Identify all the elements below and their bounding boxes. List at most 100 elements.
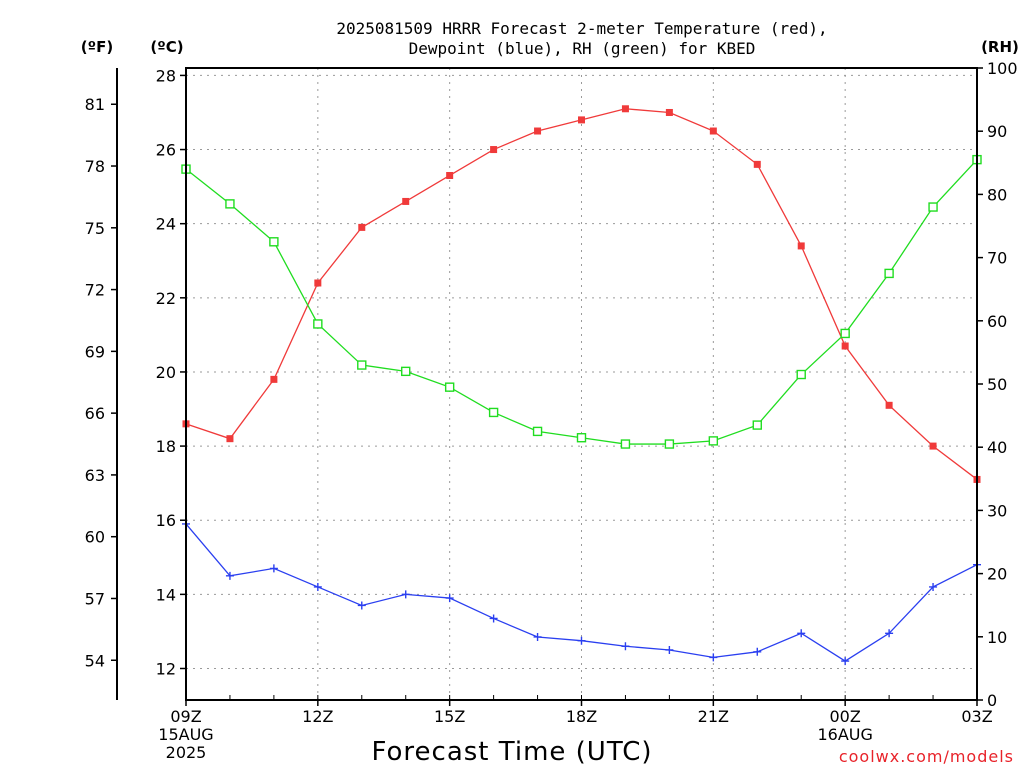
rh-point	[488, 407, 499, 418]
temperature-point	[929, 442, 937, 450]
dewpoint-point	[269, 564, 278, 573]
dewpoint-point	[797, 629, 806, 638]
x-tick-label: 21Z	[698, 707, 729, 726]
rh-point	[752, 420, 762, 430]
temperature-point	[797, 242, 805, 250]
rh-point	[928, 202, 938, 212]
rh-tick-label: 10	[987, 628, 1007, 647]
dewpoint-point	[357, 601, 366, 610]
x-tick-label: 12Z	[302, 707, 333, 726]
rh-point	[796, 369, 806, 380]
rh-point	[840, 328, 850, 339]
source-credit: coolwx.com/models	[839, 747, 1014, 766]
celsius-unit-label: (ºC)	[150, 38, 183, 56]
rh-tick-label: 20	[987, 565, 1007, 584]
fahrenheit-unit-label: (ºF)	[81, 38, 113, 56]
dewpoint-point	[665, 645, 674, 654]
rh-tick-label: 90	[987, 122, 1007, 141]
dewpoint-point	[577, 636, 586, 645]
rh-point	[225, 199, 235, 209]
x-axis-title: Forecast Time (UTC)	[371, 737, 652, 767]
celsius-tick-label: 18	[156, 437, 176, 456]
dewpoint-point	[401, 590, 410, 599]
temperature-point	[753, 160, 761, 168]
rh-tick-label: 60	[987, 312, 1007, 331]
rh-point	[576, 433, 587, 443]
fahrenheit-tick-label: 60	[85, 528, 105, 547]
rh-point	[269, 237, 279, 247]
rh-tick-label: 30	[987, 501, 1007, 520]
dewpoint-point	[709, 653, 718, 662]
chart-title-line1: 2025081509 HRRR Forecast 2-meter Tempera…	[336, 19, 827, 38]
temperature-point	[885, 401, 893, 409]
rh-point	[401, 366, 411, 377]
temperature-point	[446, 171, 454, 179]
celsius-tick-label: 28	[156, 66, 176, 85]
fahrenheit-tick-label: 57	[85, 589, 105, 608]
temperature-point	[621, 105, 629, 113]
fahrenheit-tick-label: 75	[85, 219, 105, 238]
rh-point	[708, 436, 719, 446]
dewpoint-point	[753, 647, 762, 656]
rh-unit-label: (RH)	[981, 38, 1019, 56]
x-tick-label: 18Z	[566, 707, 597, 726]
temperature-point	[534, 127, 542, 135]
x-tick-label: 16AUG	[817, 725, 872, 744]
celsius-tick-label: 26	[156, 141, 176, 160]
celsius-tick-label: 16	[156, 511, 176, 530]
x-tick-label: 03Z	[961, 707, 992, 726]
fahrenheit-tick-label: 72	[85, 281, 105, 300]
rh-point	[664, 439, 675, 449]
dewpoint-point	[313, 582, 322, 591]
temperature-point	[841, 342, 849, 350]
dewpoint-point	[621, 642, 630, 651]
celsius-tick-label: 24	[156, 215, 176, 234]
temperature-point	[665, 108, 673, 116]
chart-title-line2: Dewpoint (blue), RH (green) for KBED	[409, 39, 756, 58]
fahrenheit-tick-label: 63	[85, 466, 105, 485]
x-tick-label: 2025	[166, 743, 207, 762]
dewpoint-point	[841, 657, 850, 666]
rh-tick-label: 40	[987, 438, 1007, 457]
temperature-point	[226, 435, 234, 443]
temperature-line	[185, 108, 978, 480]
dewpoint-point	[489, 614, 498, 623]
celsius-tick-label: 14	[156, 585, 176, 604]
temperature-point	[314, 279, 322, 287]
grid-lines	[186, 68, 977, 700]
rh-point	[532, 426, 543, 437]
fahrenheit-tick-label: 69	[85, 342, 105, 361]
rh-point	[620, 439, 631, 449]
axis-ticks: 12 14 16 18 20 22 24 26 28 54 57 60 63 66 69 72 75 78 81 0 1…	[85, 59, 1018, 762]
dewpoint-point	[885, 629, 894, 638]
temperature-point	[270, 375, 278, 383]
celsius-tick-label: 20	[156, 363, 176, 382]
dewpoint-point	[533, 632, 542, 641]
x-tick-label: 15AUG	[158, 725, 213, 744]
rh-point	[444, 382, 455, 392]
data-series	[181, 105, 982, 666]
temperature-point	[578, 116, 585, 124]
dewpoint-point	[929, 582, 938, 591]
temperature-point	[709, 127, 717, 135]
rh-point	[313, 319, 323, 329]
celsius-tick-label: 12	[156, 659, 176, 678]
temperature-point	[358, 223, 366, 231]
rh-tick-label: 80	[987, 185, 1007, 204]
rh-point	[884, 268, 894, 279]
fahrenheit-tick-label: 54	[85, 651, 105, 670]
x-tick-label: 09Z	[170, 707, 201, 726]
rh-tick-label: 50	[987, 375, 1007, 394]
x-tick-label: 15Z	[434, 707, 465, 726]
fahrenheit-tick-label: 78	[85, 157, 105, 176]
temperature-point	[402, 197, 410, 205]
rh-tick-label: 100	[987, 59, 1018, 78]
rh-tick-label: 0	[987, 691, 997, 710]
fahrenheit-tick-label: 66	[85, 404, 105, 423]
celsius-tick-label: 22	[156, 289, 176, 308]
temperature-point	[490, 146, 498, 154]
dewpoint-point	[445, 594, 454, 603]
fahrenheit-tick-label: 81	[85, 95, 105, 114]
dewpoint-point	[225, 571, 234, 580]
